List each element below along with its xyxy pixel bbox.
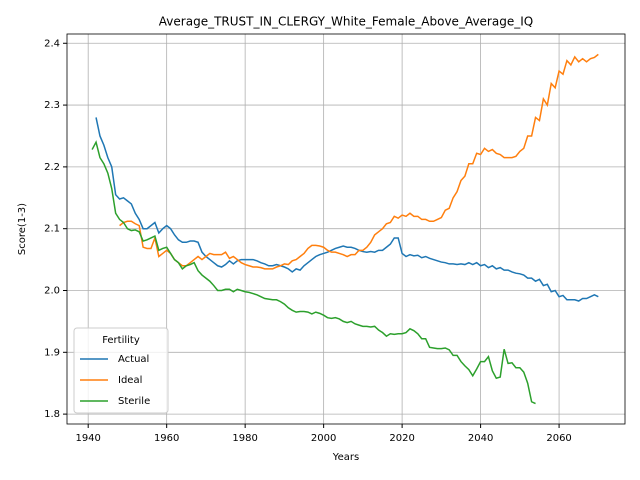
legend-title: Fertility — [102, 335, 140, 346]
x-axis-label: Years — [332, 452, 359, 463]
legend-label: Actual — [118, 354, 149, 365]
y-tick-label: 2.4 — [44, 38, 60, 49]
data-line — [119, 53, 599, 270]
legend-label: Sterile — [118, 396, 150, 407]
y-tick-label: 2.3 — [44, 100, 60, 111]
x-tick-label: 1980 — [232, 433, 257, 444]
chart-title: Average_TRUST_IN_CLERGY_White_Female_Abo… — [159, 15, 533, 29]
y-tick-label: 2.2 — [44, 162, 60, 173]
legend-box — [73, 327, 169, 414]
data-line — [95, 117, 599, 302]
x-tick-label: 2040 — [468, 433, 493, 444]
x-tick-label: 1960 — [154, 433, 179, 444]
y-tick-label: 2.0 — [44, 285, 60, 296]
legend-label: Ideal — [118, 375, 142, 386]
y-tick-label: 1.9 — [44, 347, 60, 358]
y-axis-label: Score(1-3) — [17, 203, 28, 255]
y-tick-label: 2.1 — [44, 224, 60, 235]
data-line — [91, 140, 536, 405]
x-tick-label: 2020 — [389, 433, 414, 444]
x-tick-label: 2000 — [311, 433, 336, 444]
y-tick-label: 1.8 — [44, 409, 60, 420]
x-tick-label: 1940 — [75, 433, 100, 444]
plot-frame — [66, 33, 626, 425]
x-tick-label: 2060 — [546, 433, 571, 444]
